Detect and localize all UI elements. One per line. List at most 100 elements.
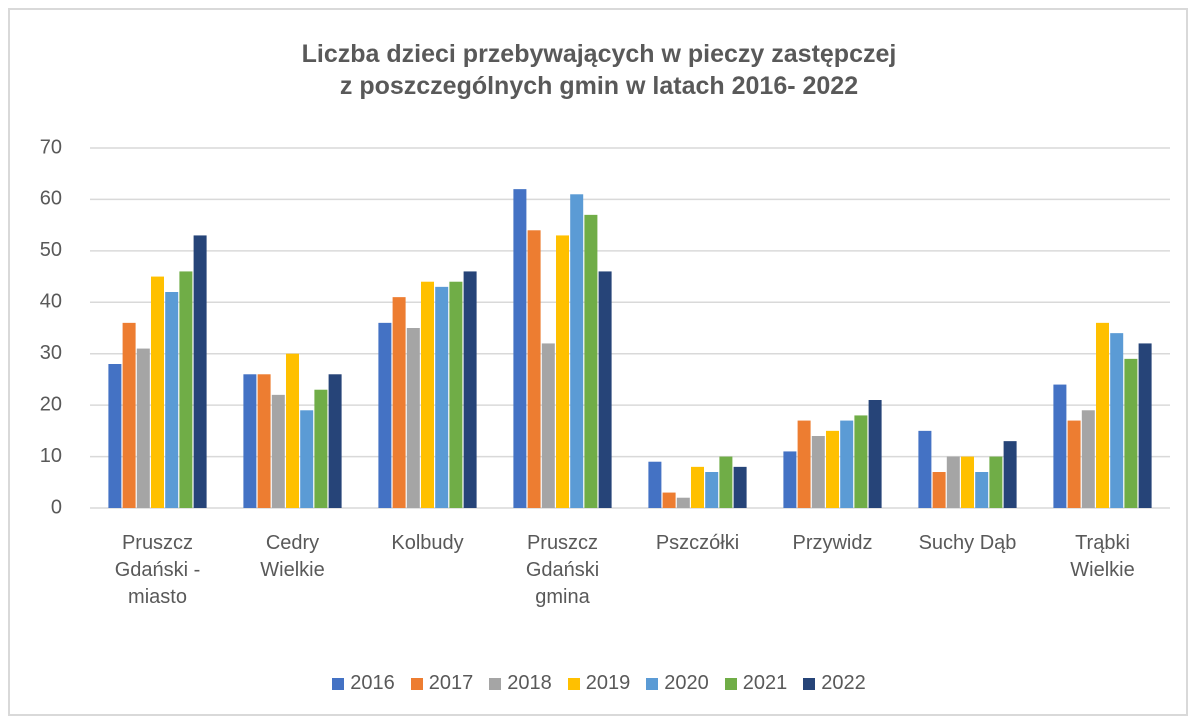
- bar: [406, 328, 420, 508]
- bar: [108, 364, 122, 508]
- bar: [449, 281, 463, 508]
- bar: [1096, 322, 1109, 508]
- bar: [797, 420, 811, 508]
- y-tick-label: 70: [40, 136, 62, 158]
- y-tick-label: 0: [51, 496, 62, 518]
- title-line: Liczba dzieci przebywających w pieczy za…: [301, 40, 897, 68]
- bar: [122, 322, 136, 508]
- legend-label: 2021: [742, 672, 788, 694]
- bar: [179, 271, 193, 508]
- x-tick-label: Pszczółki: [655, 532, 740, 554]
- bar: [378, 322, 392, 508]
- bar: [541, 343, 555, 508]
- bar: [243, 374, 257, 508]
- x-tick-label: Pruszcz Gdański gmina: [525, 532, 600, 608]
- bar: [165, 292, 179, 508]
- legend-swatch: [803, 677, 816, 690]
- legend-label: 2018: [507, 672, 552, 694]
- legend-item: 2019: [567, 672, 631, 695]
- bar: [975, 472, 989, 508]
- bar: [556, 235, 569, 508]
- bar: [193, 235, 207, 508]
- bar: [840, 420, 854, 508]
- legend-item: 2022: [803, 672, 866, 695]
- legend-swatch: [332, 677, 345, 690]
- bar: [271, 394, 285, 508]
- chart-title: Liczba dzieci przebywających w pieczy za…: [0, 38, 1198, 102]
- bar: [392, 297, 406, 508]
- legend-label: 2016: [350, 672, 395, 694]
- chart-frame: [8, 8, 1188, 716]
- legend-swatch: [567, 677, 580, 690]
- legend-item: 2020: [646, 672, 709, 695]
- bar: [435, 286, 449, 508]
- bar: [676, 497, 690, 508]
- legend-label: 2020: [664, 672, 709, 694]
- bar: [648, 461, 662, 508]
- legend-label: 2019: [585, 672, 631, 694]
- bar: [961, 456, 974, 508]
- legend-swatch: [489, 677, 502, 690]
- bar: [691, 466, 704, 508]
- legend-swatch: [646, 677, 659, 690]
- bar: [527, 230, 541, 509]
- bar: [1138, 343, 1152, 508]
- legend-label: 2017: [428, 672, 474, 694]
- bar: [584, 214, 598, 508]
- bar: [783, 451, 797, 508]
- bar: [946, 456, 960, 508]
- bar: [570, 194, 584, 509]
- legend-label: 2022: [821, 672, 866, 694]
- bar: [733, 466, 747, 508]
- legend-item: 2016: [332, 672, 395, 695]
- bar: [463, 271, 477, 508]
- x-tick-label: Trąbki Wielkie: [1070, 532, 1135, 581]
- x-tick-label: Cedry Wielkie: [260, 532, 325, 581]
- bar: [286, 353, 299, 508]
- y-tick-label: 10: [40, 445, 62, 467]
- legend-swatch: [724, 677, 737, 690]
- bar: [1067, 420, 1081, 508]
- legend-swatch: [410, 677, 423, 690]
- bar: [1124, 358, 1138, 508]
- bar: [868, 400, 882, 508]
- bar: [136, 348, 150, 508]
- title-line: z poszczególnych gmin w latach 2016- 202…: [339, 72, 859, 100]
- bar: [918, 430, 932, 508]
- bar: [811, 436, 825, 508]
- legend: 2016 2017 2018 2019 2020 2021 2022: [0, 672, 1198, 695]
- y-tick-label: 60: [40, 188, 62, 210]
- bar: [513, 189, 527, 508]
- bar: [314, 389, 328, 508]
- bar: [300, 410, 314, 508]
- bar: [257, 374, 271, 508]
- legend-item: 2017: [410, 672, 474, 695]
- bar: [705, 472, 719, 508]
- x-tick-label: Kolbudy: [391, 532, 464, 554]
- bar: [1053, 384, 1067, 508]
- bar: [151, 276, 164, 508]
- bar: [826, 430, 839, 508]
- legend-item: 2021: [724, 672, 788, 695]
- bar: [662, 492, 676, 508]
- y-tick-label: 20: [40, 393, 62, 415]
- bar: [989, 456, 1003, 508]
- y-tick-label: 50: [40, 239, 62, 261]
- bar: [932, 472, 946, 508]
- bar: [1081, 410, 1095, 508]
- x-tick-label: Przywidz: [792, 532, 873, 554]
- bar: [1110, 333, 1124, 508]
- y-tick-label: 30: [40, 342, 62, 364]
- bar: [1003, 441, 1017, 508]
- y-tick-label: 40: [40, 291, 62, 313]
- bar: [328, 374, 342, 508]
- bar: [598, 271, 612, 508]
- legend-item: 2018: [489, 672, 552, 695]
- x-tick-label: Pruszcz Gdański - miasto: [114, 532, 201, 608]
- bar: [719, 456, 733, 508]
- bar: [421, 281, 434, 508]
- x-tick-label: Suchy Dąb: [918, 532, 1017, 554]
- bar: [854, 415, 868, 508]
